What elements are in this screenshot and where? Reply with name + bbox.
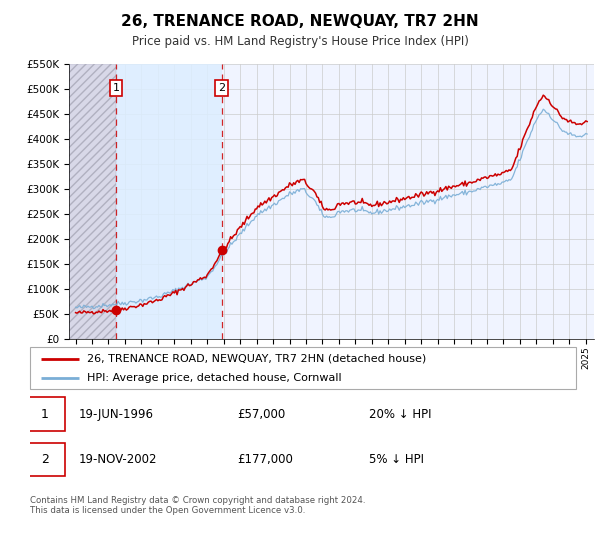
Text: 19-JUN-1996: 19-JUN-1996 — [79, 408, 154, 421]
Text: 20% ↓ HPI: 20% ↓ HPI — [368, 408, 431, 421]
Bar — [69, 64, 116, 339]
FancyBboxPatch shape — [30, 347, 576, 389]
Text: £177,000: £177,000 — [238, 453, 293, 466]
Text: Contains HM Land Registry data © Crown copyright and database right 2024.
This d: Contains HM Land Registry data © Crown c… — [30, 496, 365, 515]
Text: 26, TRENANCE ROAD, NEWQUAY, TR7 2HN: 26, TRENANCE ROAD, NEWQUAY, TR7 2HN — [121, 14, 479, 29]
FancyBboxPatch shape — [25, 442, 65, 476]
Text: HPI: Average price, detached house, Cornwall: HPI: Average price, detached house, Corn… — [88, 373, 342, 383]
Text: £57,000: £57,000 — [238, 408, 286, 421]
Bar — [116, 64, 222, 339]
Text: 1: 1 — [113, 83, 119, 93]
Text: Price paid vs. HM Land Registry's House Price Index (HPI): Price paid vs. HM Land Registry's House … — [131, 35, 469, 48]
Text: 19-NOV-2002: 19-NOV-2002 — [79, 453, 158, 466]
Text: 2: 2 — [41, 453, 49, 466]
Bar — [69, 64, 116, 339]
Text: 26, TRENANCE ROAD, NEWQUAY, TR7 2HN (detached house): 26, TRENANCE ROAD, NEWQUAY, TR7 2HN (det… — [88, 353, 427, 363]
Text: 5% ↓ HPI: 5% ↓ HPI — [368, 453, 424, 466]
Text: 1: 1 — [41, 408, 49, 421]
FancyBboxPatch shape — [25, 398, 65, 431]
Text: 2: 2 — [218, 83, 225, 93]
